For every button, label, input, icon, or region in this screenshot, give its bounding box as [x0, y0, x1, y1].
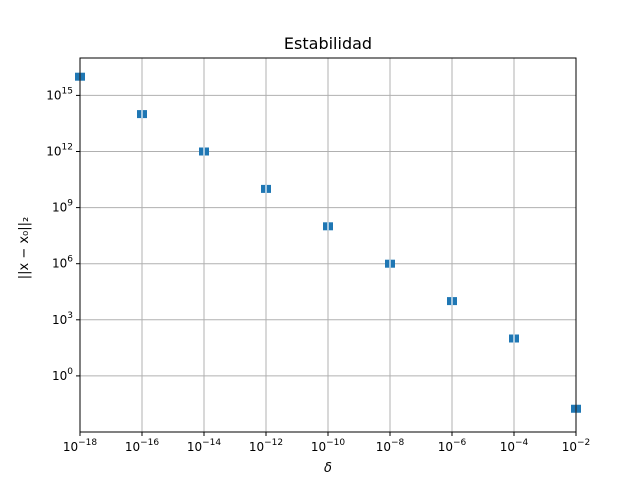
grid-layer — [79, 58, 577, 432]
data-point — [323, 222, 333, 231]
x-tick-label: 10−14 — [187, 438, 222, 454]
y-tick-label: 103 — [52, 311, 73, 327]
x-tick-label: 10−6 — [438, 438, 467, 454]
x-tick-label: 10−8 — [376, 438, 405, 454]
y-tick-label: 109 — [52, 199, 73, 215]
data-point — [137, 110, 147, 119]
axis-ticks: 10−18 10−16 10−14 10−12 10−10 10−8 10−6 10−4 10−… — [46, 86, 590, 454]
data-point — [385, 259, 395, 268]
x-tick-label: 10−16 — [125, 438, 160, 454]
y-tick-label: 1015 — [46, 86, 73, 102]
y-tick-label: 100 — [52, 367, 73, 383]
x-tick-label: 10−18 — [63, 438, 98, 454]
data-point — [509, 334, 519, 343]
y-tick-label: 1012 — [46, 143, 73, 159]
data-point — [447, 297, 457, 306]
x-axis-label: δ — [324, 461, 332, 476]
data-point — [261, 184, 271, 193]
chart-title: Estabilidad — [284, 34, 372, 53]
x-tick-label: 10−10 — [311, 438, 346, 454]
data-point — [199, 147, 209, 156]
x-tick-label: 10−4 — [500, 438, 529, 454]
x-tick-label: 10−2 — [562, 438, 591, 454]
y-axis-label: ||x − x₀||₂ — [17, 217, 32, 280]
x-tick-label: 10−12 — [249, 438, 283, 454]
y-tick-label: 106 — [52, 255, 73, 271]
